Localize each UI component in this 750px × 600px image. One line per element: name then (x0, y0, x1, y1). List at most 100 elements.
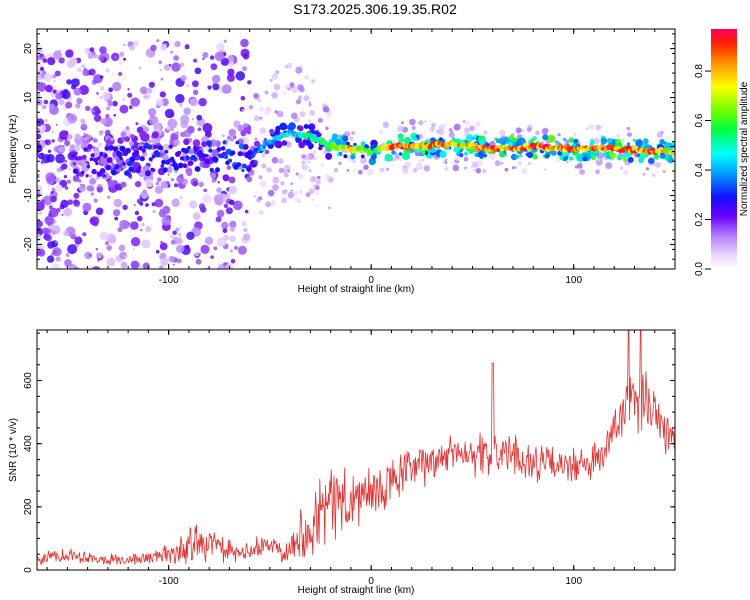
spectrogram-noise-blob (117, 227, 123, 233)
spectrogram-noise-blob (45, 84, 53, 93)
spectrogram-noise-blob (166, 126, 171, 131)
spectrogram-ridge-halo (403, 137, 412, 145)
spectrogram-noise-blob (43, 73, 53, 82)
spectrogram-noise-blob (243, 267, 248, 269)
spectrogram-noise-blob (268, 189, 275, 197)
spectrogram-noise-blob (177, 232, 182, 237)
spectrogram-ridge-point (126, 161, 133, 167)
spectrogram-ridge-point (119, 145, 126, 152)
spectrogram-ridge-halo (617, 142, 623, 147)
spectrogram-noise-blob (55, 92, 63, 100)
spectrogram-noise-blob (257, 98, 262, 103)
spectrogram-noise-blob (127, 92, 133, 98)
spectrogram-noise-blob (202, 52, 209, 58)
spectrogram-noise-blob (67, 244, 78, 255)
spectrogram-noise-blob (421, 158, 425, 162)
spectrogram-noise-blob (69, 276, 73, 280)
spectrogram-noise-blob (105, 68, 110, 73)
spectrogram-ridge-point (164, 149, 169, 154)
spectrogram-noise-blob (229, 226, 235, 232)
spectrogram-ridge-point (198, 149, 203, 154)
spectrogram-noise-blob (220, 57, 229, 66)
spectrogram-ridge-halo (171, 178, 174, 182)
spectrogram-noise-blob (316, 204, 319, 207)
spectrogram-ridge-halo (253, 140, 261, 147)
spectrogram-noise-blob (260, 180, 267, 188)
spectrogram-noise-blob (184, 44, 190, 50)
spectrogram-ridge-point (225, 160, 230, 165)
spectrogram-noise-blob (566, 160, 569, 164)
spectrogram-noise-blob (55, 153, 65, 164)
spectrogram-noise-blob (445, 161, 448, 164)
spectrogram-noise-blob (138, 264, 143, 269)
spectrogram-noise-blob (287, 191, 295, 199)
spectrogram-noise-blob (37, 82, 47, 92)
colorbar-label: Normalized spectral amplitude (739, 81, 750, 216)
spectrogram-ridge-halo (514, 154, 519, 159)
spectrogram-noise-blob (58, 146, 65, 153)
spectrogram-ridge-halo (247, 130, 252, 135)
spectrogram-noise-blob (261, 163, 267, 169)
spectrogram-noise-blob (119, 104, 129, 114)
spectrogram-noise-blob (51, 191, 54, 194)
spectrogram-ridge-halo (573, 138, 579, 144)
spectrogram-ridge-point (177, 162, 184, 169)
spectrogram-noise-blob (595, 124, 602, 131)
spectrogram-ridge-point (179, 156, 185, 161)
spectrogram-noise-blob (233, 200, 243, 211)
spectrogram-noise-blob (242, 66, 247, 72)
spectrogram-noise-blob (317, 175, 321, 180)
spectrogram-noise-blob (622, 139, 625, 142)
spectrogram-ridge-point (250, 153, 255, 158)
spectrogram-ytick-label: -10 (23, 188, 34, 203)
spectrogram-noise-blob (158, 60, 162, 64)
spectrogram-noise-blob (230, 258, 236, 264)
spectrogram-noise-blob (290, 182, 294, 186)
spectrogram-ridge-point (238, 143, 245, 150)
spectrogram-noise-blob (52, 247, 62, 257)
spectrogram-ridge-halo (237, 138, 244, 145)
spectrogram-noise-blob (619, 166, 624, 171)
spectrogram-noise-blob (52, 89, 57, 94)
spectrogram-noise-blob (216, 187, 223, 194)
spectrogram-noise-blob (352, 168, 357, 173)
colorbar-tick-label: 0.0 (694, 262, 705, 276)
spectrogram-ridge-point (242, 163, 247, 169)
spectrogram-noise-blob (192, 80, 199, 88)
spectrogram-noise-blob (89, 216, 100, 226)
colorbar-tick-label: 0.6 (694, 113, 705, 127)
colorbar: 0.0 0.2 0.4 0.6 0.8 Normalized spectral ampl… (694, 29, 750, 276)
spectrogram-ridge-point (116, 151, 123, 158)
spectrogram-noise-blob (133, 204, 136, 207)
spectrogram-noise-blob (303, 162, 308, 167)
spectrogram-ridge-halo (298, 141, 306, 149)
spectrogram-ridge-halo (271, 131, 275, 135)
spectrogram-noise-blob (164, 64, 171, 71)
snr-ylabel: SNR (10 * v/v) (8, 418, 19, 482)
spectrogram-noise-blob (203, 188, 208, 193)
spectrogram-noise-blob (118, 244, 126, 252)
spectrogram-noise-blob (100, 86, 105, 91)
spectrogram-ridge-halo (192, 139, 201, 147)
spectrogram-noise-blob (269, 78, 273, 82)
spectrogram-noise-blob (260, 118, 264, 122)
spectrogram-noise-blob (84, 47, 91, 54)
spectrogram-noise-blob (248, 105, 254, 110)
spectrogram-ridge-point (167, 158, 172, 163)
spectrogram-ridge-halo (166, 181, 170, 185)
spectrogram-noise-blob (130, 97, 140, 107)
spectrogram-ridge-halo (129, 141, 134, 146)
spectrogram-ridge-point (311, 133, 317, 140)
spectrogram-noise-blob (378, 129, 384, 135)
spectrogram-noise-blob (522, 128, 525, 132)
spectrogram-noise-blob (185, 84, 190, 88)
spectrogram-noise-blob (226, 73, 235, 82)
spectrogram-noise-blob (320, 163, 325, 167)
spectrogram-ridge-point (187, 146, 191, 150)
spectrogram-noise-blob (71, 78, 80, 87)
snr-xtick-label: 0 (368, 576, 374, 587)
spectrogram-noise-blob (118, 72, 123, 76)
spectrogram-noise-blob (229, 249, 233, 253)
spectrogram-noise-blob (229, 235, 236, 243)
